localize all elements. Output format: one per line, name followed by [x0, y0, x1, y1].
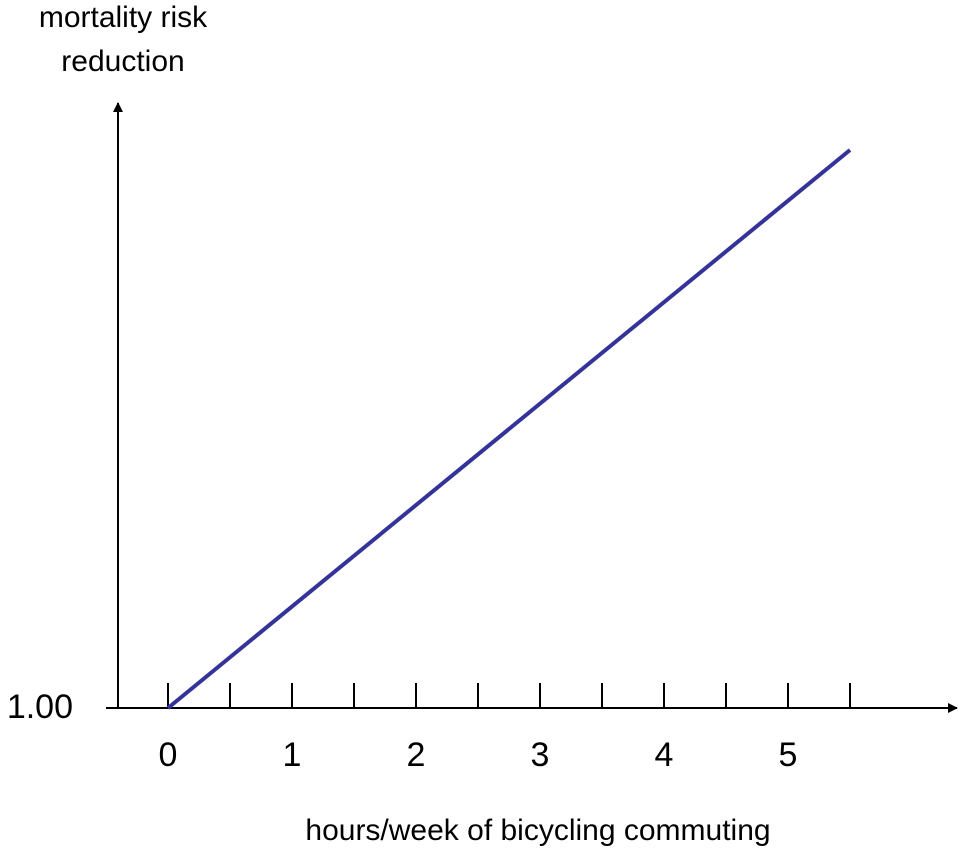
x-tick-label: 4 [655, 736, 674, 774]
series-line [166, 148, 852, 710]
x-tick-label: 1 [283, 736, 302, 774]
x-tick-label: 2 [407, 736, 426, 774]
x-tick-labels: 0 1 2 3 4 5 [159, 736, 798, 774]
y-axis-title-line-1: mortality risk [39, 1, 208, 34]
x-ticks [167, 683, 851, 708]
y-tick-label: 1.00 [7, 688, 73, 726]
x-tick-label: 3 [531, 736, 550, 774]
x-tick-label: 5 [779, 736, 798, 774]
x-tick-label: 0 [159, 736, 178, 774]
x-axis-title: hours/week of bicycling commuting [305, 814, 770, 847]
y-axis-title-line-2: reduction [61, 45, 184, 78]
